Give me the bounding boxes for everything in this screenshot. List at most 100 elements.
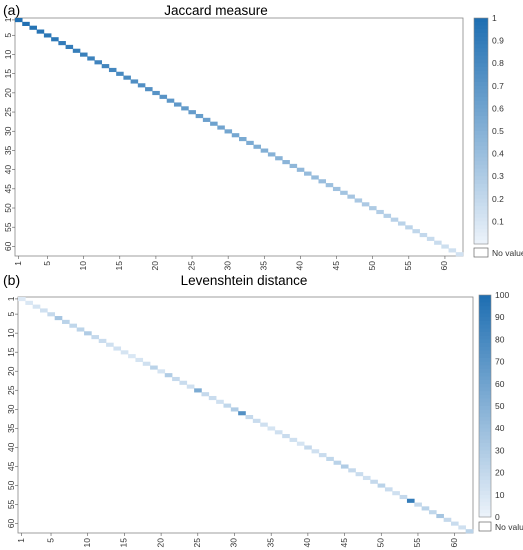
colorbar-segment [479, 320, 491, 325]
heatmap-cell [157, 369, 166, 374]
colorbar-segment [474, 25, 488, 30]
x-tick-label: 5 [45, 538, 55, 543]
colorbar-segment [479, 428, 491, 433]
heatmap-cell [370, 479, 378, 484]
colorbar-segment [479, 513, 491, 518]
colorbar-segment [479, 461, 491, 466]
colorbar-segment [474, 18, 488, 23]
x-tick-label: 55 [403, 261, 413, 271]
heatmap-levenshtein: 1 5 10 15 20 25 30 35 40 45 50 55 601510152025303540… [6, 296, 474, 548]
colorbar-segment [479, 398, 491, 403]
heatmap-cell [94, 60, 103, 65]
colorbar-segment [479, 454, 491, 459]
colorbar-segment [479, 498, 491, 503]
heatmap-cell [260, 422, 268, 427]
colorbar-segment [479, 298, 491, 303]
x-tick-label: 10 [78, 261, 88, 271]
colorbar-segment [474, 131, 488, 136]
colorbar-segment [474, 221, 488, 226]
colorbar-segment [474, 183, 488, 188]
colorbar-jaccard: 0.1 0.2 0.3 0.4 0.5 0.6 0.7 0.8 0.9 1 No value [473, 13, 523, 258]
colorbar-segment [474, 36, 488, 41]
panel-b-title: Levenshtein distance [181, 273, 308, 288]
heatmap-cell [65, 44, 74, 50]
y-tick-label: 25 [3, 107, 13, 117]
colorbar-segment [479, 372, 491, 377]
heatmap-cell [274, 430, 283, 435]
colorbar-segment [479, 494, 491, 499]
heatmap-cell [412, 229, 420, 234]
colorbar-tick-label: 0.6 [492, 103, 504, 113]
heatmap-cell [245, 415, 254, 420]
colorbar-segment [479, 365, 491, 370]
colorbar-segment [479, 472, 491, 477]
heatmap-cell [458, 525, 466, 530]
heatmap-cell [252, 418, 261, 423]
x-tick-label: 10 [82, 538, 92, 548]
heatmap-cell [47, 312, 55, 317]
colorbar-segment [479, 354, 491, 359]
heatmap-cell [304, 445, 312, 450]
y-tick-label: 25 [6, 385, 16, 395]
heatmap-cell [376, 209, 384, 215]
y-tick-label: 20 [3, 88, 13, 98]
colorbar-segment [479, 509, 491, 514]
colorbar-segment [479, 406, 491, 411]
colorbar-segment [479, 380, 491, 385]
heatmap-cell [340, 190, 348, 195]
heatmap-cell [166, 98, 175, 103]
heatmap-cell [195, 113, 204, 119]
colorbar-segment [479, 409, 491, 414]
colorbar-segment [474, 40, 488, 45]
colorbar-tick-label: 40 [495, 423, 505, 433]
colorbar-segment [474, 119, 488, 124]
colorbar-segment [474, 202, 488, 207]
no-value-swatch [473, 247, 489, 258]
x-tick-label: 50 [367, 261, 377, 271]
heatmap-cell [275, 156, 283, 161]
colorbar-segment [474, 44, 488, 49]
heatmap-cell [137, 83, 146, 88]
heatmap-cell [304, 171, 312, 176]
colorbar-segment [479, 417, 491, 422]
colorbar-segment [479, 443, 491, 448]
heatmap-cell [194, 388, 202, 393]
colorbar-segment [479, 346, 491, 351]
y-tick-label: 55 [6, 499, 16, 509]
heatmap-cell [202, 117, 211, 122]
heatmap-cell [318, 453, 327, 458]
colorbar-tick-label: 0.9 [492, 36, 504, 46]
colorbar-segment [479, 487, 491, 492]
colorbar-segment [479, 502, 491, 507]
heatmap-cell [128, 354, 136, 359]
heatmap-cell [332, 186, 341, 192]
heatmap-cell [369, 206, 377, 211]
colorbar-segment [474, 97, 488, 102]
y-tick-label: 45 [3, 184, 13, 194]
colorbar-segment [479, 335, 491, 340]
colorbar-segment [479, 435, 491, 440]
colorbar-tick-label: 80 [495, 334, 505, 344]
colorbar-segment [479, 328, 491, 333]
colorbar-segment [474, 59, 488, 64]
x-tick-label: 1 [13, 261, 23, 266]
y-tick-label: 15 [3, 69, 13, 79]
x-tick-label: 20 [150, 261, 160, 271]
colorbar-segment [479, 332, 491, 337]
heatmap-cell [348, 468, 356, 473]
y-tick-label: 5 [6, 311, 16, 316]
colorbar-segment [479, 369, 491, 374]
heatmap-cell [384, 487, 393, 492]
heatmap-cell [172, 376, 180, 382]
heatmap-cell [179, 380, 188, 385]
heatmap-cell [443, 517, 452, 522]
colorbar-segment [474, 157, 488, 162]
x-tick-label: 25 [192, 538, 202, 548]
x-tick-label: 5 [42, 261, 52, 266]
colorbar-segment [474, 66, 488, 72]
colorbar-segment [474, 29, 488, 34]
colorbar-tick-label: 0.5 [492, 126, 504, 136]
colorbar-segment [479, 387, 491, 392]
colorbar-tick-label: 0.8 [492, 58, 504, 68]
